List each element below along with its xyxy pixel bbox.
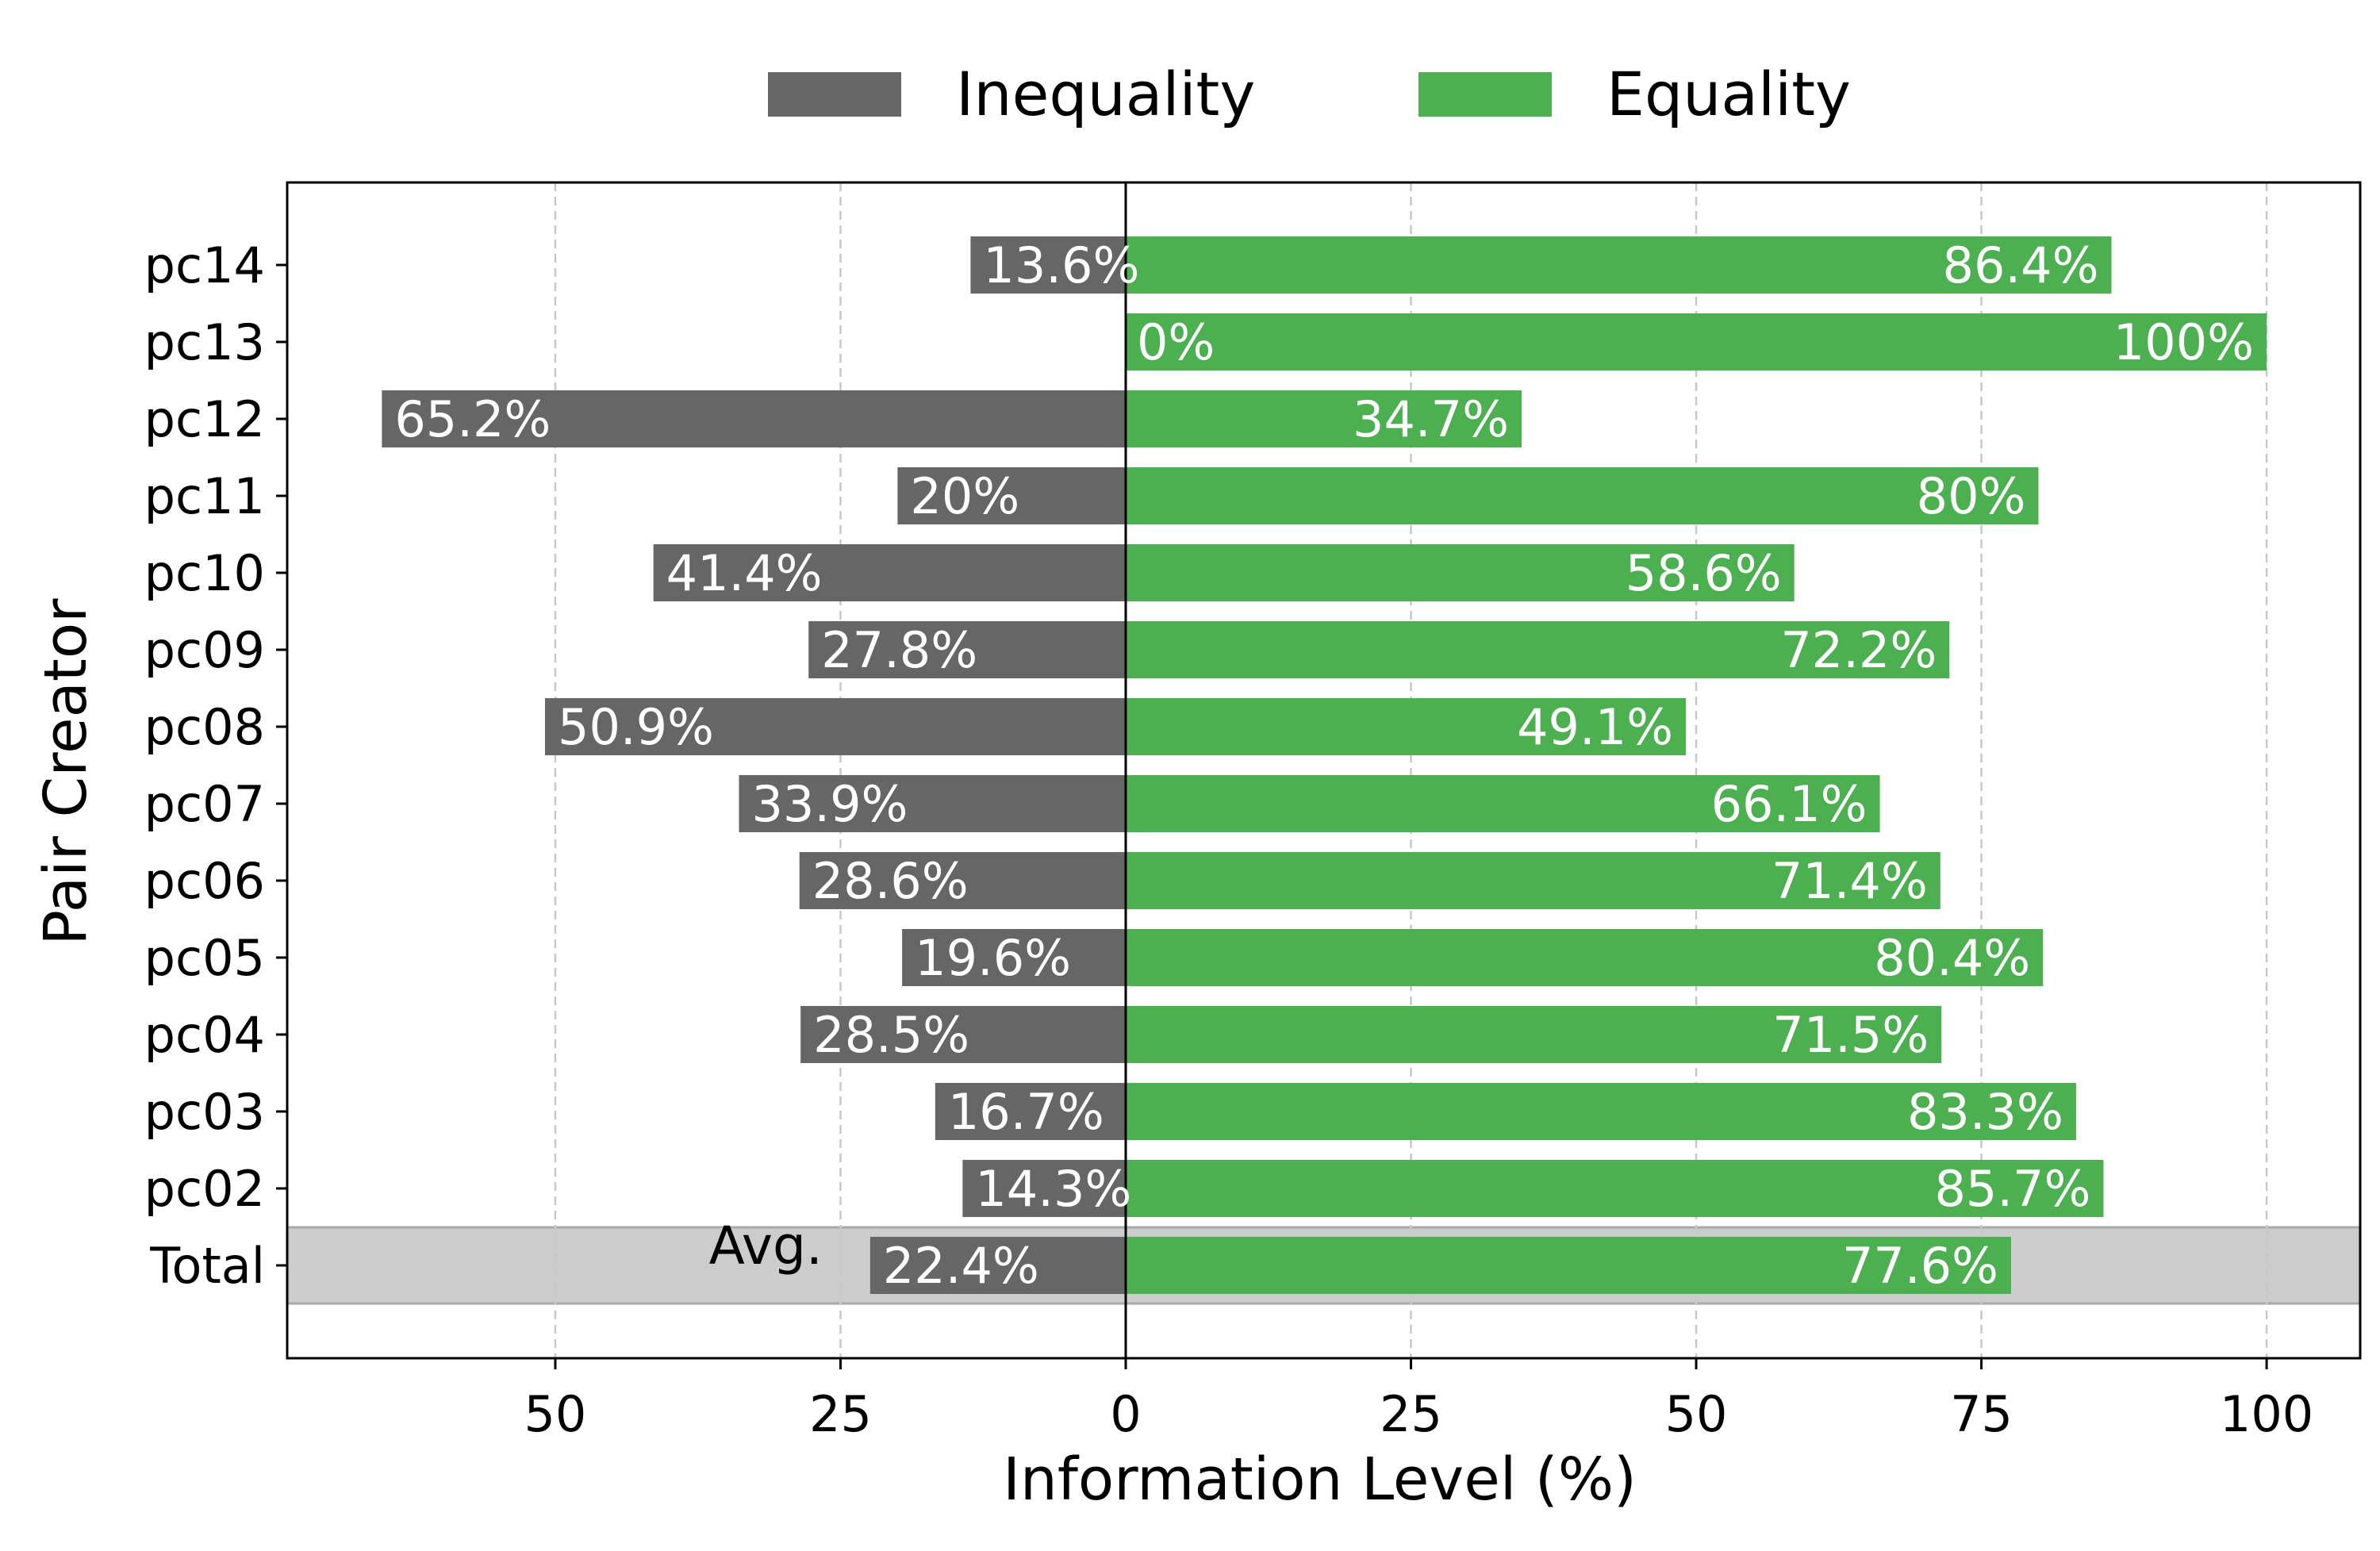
- bar-label-equality-pc08: 49.1%: [1517, 698, 1673, 756]
- x-tick-label: 50: [1665, 1385, 1728, 1443]
- legend-swatch-inequality: [768, 72, 901, 117]
- bar-label-equality-pc03: 83.3%: [1907, 1083, 2063, 1141]
- bar-equality-pc09: [1125, 621, 1950, 678]
- bar-equality-pc07: [1125, 775, 1880, 832]
- y-tick-label-pc13: pc13: [144, 313, 265, 371]
- y-tick-label-pc03: pc03: [144, 1083, 265, 1141]
- bar-label-equality-pc09: 72.2%: [1780, 621, 1937, 679]
- bar-label-inequality-pc09: 27.8%: [821, 621, 977, 679]
- y-axis-title: Pair Creator: [32, 598, 100, 946]
- bar-label-inequality-pc14: 13.6%: [983, 236, 1139, 294]
- y-tick-label-pc07: pc07: [144, 775, 265, 833]
- bar-equality-pc13: [1125, 313, 2267, 370]
- bar-label-inequality-pc05: 19.6%: [915, 929, 1071, 987]
- bar-equality-pc14: [1125, 236, 2112, 294]
- bar-equality-pc04: [1125, 1006, 1942, 1063]
- bar-label-equality-pc11: 80%: [1917, 467, 2026, 525]
- bar-label-equality-pc13: 100%: [2113, 313, 2254, 371]
- bar-label-equality-pc05: 80.4%: [1874, 929, 2030, 987]
- legend-label-equality: Equality: [1606, 59, 1851, 129]
- bar-equality-pc03: [1125, 1083, 2076, 1140]
- bar-equality-pc06: [1125, 852, 1940, 909]
- legend-label-inequality: Inequality: [956, 59, 1255, 129]
- bar-equality-pc10: [1125, 544, 1795, 601]
- bar-inequality-pc05: [902, 929, 1126, 986]
- bar-label-equality-pc14: 86.4%: [1943, 236, 2099, 294]
- legend-swatch-equality: [1418, 72, 1552, 117]
- bar-inequality-pc10: [653, 544, 1126, 601]
- x-tick-label: 25: [809, 1385, 872, 1443]
- bar-label-inequality-pc06: 28.6%: [812, 852, 969, 910]
- bar-inequality-pc07: [739, 775, 1126, 832]
- bar-inequality-pc12: [382, 390, 1126, 447]
- bar-inequality-pc02: [962, 1160, 1126, 1217]
- plot-frame: [286, 181, 2362, 1360]
- y-tick-label-Total: Total: [149, 1237, 265, 1295]
- bar-inequality-pc14: [970, 236, 1126, 294]
- bar-inequality-pc11: [897, 467, 1126, 524]
- x-tick-label: 75: [1950, 1385, 2013, 1443]
- y-tick-label-pc02: pc02: [144, 1160, 265, 1218]
- bar-label-inequality-pc02: 14.3%: [975, 1160, 1131, 1218]
- y-tick-label-pc05: pc05: [144, 929, 265, 987]
- bar-equality-pc08: [1125, 698, 1687, 755]
- bar-label-inequality-Total: 22.4%: [883, 1237, 1039, 1295]
- bar-equality-pc11: [1125, 467, 2039, 524]
- bar-label-inequality-pc12: 65.2%: [394, 390, 551, 448]
- bar-label-equality-pc07: 66.1%: [1711, 775, 1868, 833]
- x-tick-label: 100: [2220, 1385, 2313, 1443]
- y-tick-label-pc10: pc10: [144, 544, 265, 602]
- y-tick-label-pc14: pc14: [144, 236, 265, 294]
- bar-label-inequality-pc07: 33.9%: [751, 775, 908, 833]
- bar-label-equality-pc10: 58.6%: [1626, 544, 1782, 602]
- bar-inequality-pc06: [799, 852, 1126, 909]
- y-tick-label-pc11: pc11: [144, 467, 265, 525]
- bar-inequality-pc04: [800, 1006, 1126, 1063]
- bar-label-inequality-pc03: 16.7%: [948, 1083, 1104, 1141]
- bar-label-equality-Total: 77.6%: [1842, 1237, 1998, 1295]
- bar-label-inequality-pc08: 50.9%: [558, 698, 714, 756]
- bar-equality-pc12: [1125, 390, 1522, 447]
- bar-label-inequality-pc11: 20%: [910, 467, 1019, 525]
- bar-inequality-pc03: [935, 1083, 1126, 1140]
- bar-label-inequality-pc13: 0%: [1137, 313, 1215, 371]
- bar-inequality-pc08: [545, 698, 1126, 755]
- y-tick-label-pc09: pc09: [144, 621, 265, 679]
- bar-equality-pc05: [1125, 929, 2044, 986]
- bar-label-inequality-pc10: 41.4%: [666, 544, 823, 602]
- bar-equality-pc02: [1125, 1160, 2104, 1217]
- x-axis-title: Information Level (%): [1003, 1445, 1637, 1514]
- bar-label-equality-pc06: 71.4%: [1772, 852, 1928, 910]
- y-tick-label-pc06: pc06: [144, 852, 265, 910]
- bar-inequality-Total: [869, 1237, 1126, 1294]
- bar-label-inequality-pc04: 28.5%: [813, 1006, 969, 1064]
- y-tick-label-pc12: pc12: [144, 390, 265, 448]
- x-tick-label: 0: [1110, 1385, 1141, 1443]
- y-tick-label-pc08: pc08: [144, 698, 265, 756]
- y-tick-label-pc04: pc04: [144, 1006, 265, 1064]
- avg-annotation: Avg.: [709, 1215, 823, 1277]
- bar-equality-Total: [1125, 1237, 2011, 1294]
- x-tick-label: 25: [1380, 1385, 1442, 1443]
- bar-inequality-pc09: [808, 621, 1126, 678]
- bar-label-equality-pc12: 34.7%: [1353, 390, 1509, 448]
- bar-label-equality-pc02: 85.7%: [1934, 1160, 2090, 1218]
- x-tick-label: 50: [524, 1385, 586, 1443]
- bar-label-equality-pc04: 71.5%: [1772, 1006, 1929, 1064]
